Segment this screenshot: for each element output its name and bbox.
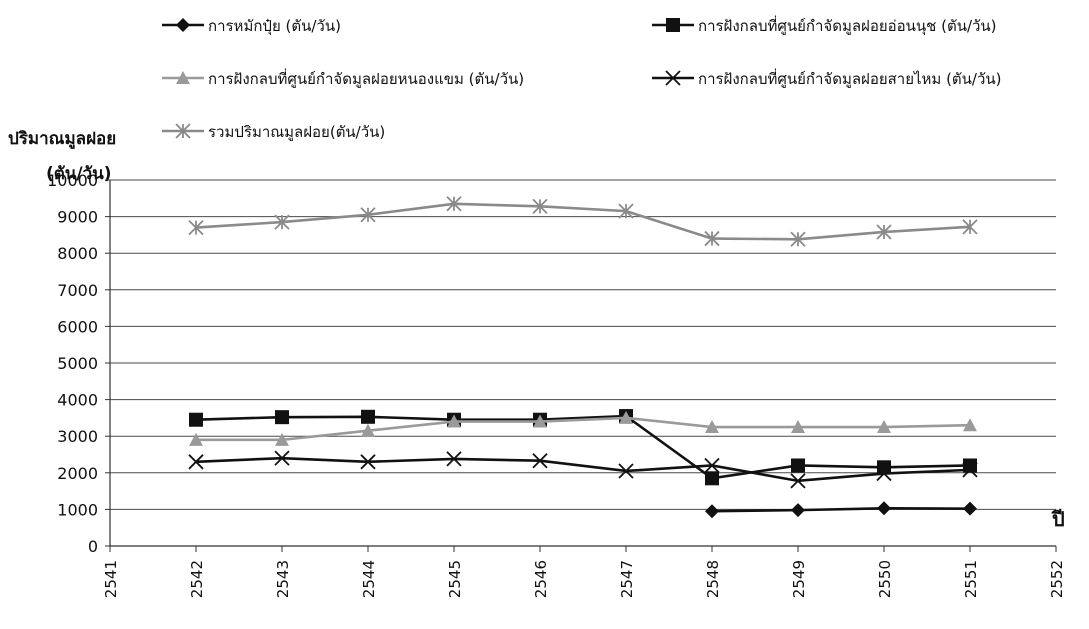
- x-tick-label-2544: 2544: [360, 560, 378, 598]
- legend: การหมักปุ๋ย (ตัน/วัน) การฝังกลบที่ศูนย์กำ…: [162, 15, 1002, 141]
- data-point-5-2545: [446, 196, 462, 212]
- data-point-2-2542: [189, 412, 203, 427]
- y-tick-label-9000: 9000: [57, 208, 98, 227]
- data-point-5-2547: [618, 203, 634, 219]
- data-point-3-2546: [533, 414, 547, 428]
- series-line-1: [711, 507, 971, 513]
- x-tick-label-2545: 2545: [446, 560, 464, 598]
- data-point-4-2544: [360, 454, 376, 470]
- legend-label-3: การฝังกลบที่ศูนย์กำจัดมูลฝอยหนองแขม (ตัน…: [208, 68, 524, 88]
- x-tick-label-2542: 2542: [188, 560, 206, 598]
- series-3: [189, 410, 977, 446]
- legend-swatch-marker-1: [176, 18, 190, 32]
- data-point-2-2544: [361, 409, 375, 424]
- data-point-5-2548: [704, 230, 720, 247]
- data-point-4-2542: [188, 454, 204, 470]
- x-tick-label-2550: 2550: [876, 560, 894, 598]
- legend-swatch-marker-4: [665, 70, 681, 86]
- x-tick-label-2552: 2552: [1048, 560, 1066, 598]
- legend-swatch-marker-3: [176, 71, 190, 84]
- data-point-4-2550: [876, 465, 892, 482]
- series-group: [188, 196, 978, 519]
- legend-label-5: รวมปริมาณมูลฝอย(ตัน/วัน): [208, 123, 385, 141]
- data-point-3-2548: [705, 420, 719, 434]
- data-point-4-2549: [790, 473, 806, 489]
- data-point-4-2543: [274, 450, 290, 466]
- y-tick-label-2000: 2000: [57, 464, 98, 483]
- y-axis-label-line1: ปริมาณมูลฝอย: [8, 129, 116, 150]
- legend-entry-5: รวมปริมาณมูลฝอย(ตัน/วัน): [162, 123, 385, 141]
- series-line-4: [195, 456, 971, 483]
- legend-label-2: การฝังกลบที่ศูนย์กำจัดมูลฝอยอ่อนนุช (ตัน…: [698, 15, 997, 36]
- data-point-5-2549: [790, 231, 806, 247]
- x-axis-label: ปี: [1051, 507, 1065, 531]
- data-point-4-2547: [618, 463, 634, 479]
- x-axis-ticks: 2541 2542 2543 2544 2545 2546 2547 2548 2549 2550…: [102, 546, 1066, 598]
- legend-swatch-marker-5: [175, 123, 191, 139]
- data-point-3-2547: [619, 410, 633, 424]
- series-line-2: [195, 414, 971, 480]
- y-axis-ticks: 0 1000 2000 3000 4000 5000 6000 7000 8000 9000 100…: [47, 171, 110, 556]
- data-point-4-2551: [962, 462, 978, 478]
- data-point-4-2546: [532, 453, 548, 469]
- data-point-3-2551: [963, 418, 977, 432]
- data-point-3-2542: [189, 432, 203, 446]
- x-tick-label-2546: 2546: [532, 560, 550, 598]
- y-tick-label-6000: 6000: [57, 317, 98, 336]
- x-tick-label-2547: 2547: [618, 560, 636, 598]
- data-point-5-2542: [188, 219, 204, 236]
- legend-entry-1: การหมักปุ๋ย (ตัน/วัน): [162, 17, 341, 36]
- y-tick-label-1000: 1000: [57, 500, 98, 519]
- series-line-5: [195, 202, 971, 241]
- data-point-1-2548: [705, 504, 719, 519]
- data-point-5-2544: [360, 207, 376, 223]
- series-2: [189, 409, 977, 486]
- data-point-3-2544: [361, 423, 375, 437]
- series-1: [705, 501, 977, 519]
- x-tick-label-2549: 2549: [790, 560, 808, 598]
- data-point-5-2543: [274, 214, 290, 230]
- data-point-2-2548: [705, 471, 719, 486]
- data-point-1-2551: [963, 501, 977, 516]
- series-4: [188, 450, 978, 489]
- data-point-1-2549: [791, 503, 805, 518]
- data-point-1-2550: [877, 501, 891, 516]
- y-axis-label-line2: (ตัน/วัน): [46, 164, 112, 184]
- y-tick-label-7000: 7000: [57, 281, 98, 300]
- data-point-5-2550: [876, 224, 892, 240]
- data-point-2-2549: [791, 458, 805, 473]
- data-point-3-2545: [447, 414, 461, 428]
- legend-entry-3: การฝังกลบที่ศูนย์กำจัดมูลฝอยหนองแขม (ตัน…: [162, 68, 524, 88]
- data-point-3-2543: [275, 432, 289, 446]
- legend-entry-4: การฝังกลบที่ศูนย์กำจัดมูลฝอยสายไหม (ตัน/…: [652, 68, 1002, 88]
- y-tick-label-4000: 4000: [57, 391, 98, 410]
- series-line-3: [196, 416, 971, 442]
- data-point-3-2550: [877, 420, 891, 434]
- data-point-2-2543: [275, 410, 289, 425]
- x-tick-label-2541: 2541: [102, 560, 120, 598]
- y-tick-label-0: 0: [88, 537, 98, 556]
- x-tick-label-2551: 2551: [962, 560, 980, 598]
- series-5: [188, 196, 978, 247]
- data-point-5-2551: [962, 219, 978, 235]
- data-point-4-2545: [446, 451, 462, 467]
- y-tick-label-3000: 3000: [57, 427, 98, 446]
- legend-label-4: การฝังกลบที่ศูนย์กำจัดมูลฝอยสายไหม (ตัน/…: [698, 68, 1002, 88]
- y-tick-label-10000: 10000: [47, 171, 98, 190]
- legend-swatch-marker-2: [666, 18, 680, 32]
- data-point-4-2548: [704, 457, 720, 474]
- legend-label-1: การหมักปุ๋ย (ตัน/วัน): [208, 17, 341, 36]
- y-tick-label-5000: 5000: [57, 354, 98, 373]
- data-point-3-2549: [791, 420, 805, 434]
- data-point-5-2546: [532, 198, 548, 214]
- x-tick-label-2548: 2548: [704, 560, 722, 598]
- x-tick-label-2543: 2543: [274, 560, 292, 598]
- y-tick-label-8000: 8000: [57, 244, 98, 263]
- legend-entry-2: การฝังกลบที่ศูนย์กำจัดมูลฝอยอ่อนนุช (ตัน…: [652, 15, 997, 36]
